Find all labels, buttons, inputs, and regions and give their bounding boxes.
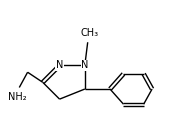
Text: N: N <box>81 61 88 70</box>
Text: NH₂: NH₂ <box>8 92 27 102</box>
Text: CH₃: CH₃ <box>81 28 99 38</box>
Text: N: N <box>56 61 63 70</box>
